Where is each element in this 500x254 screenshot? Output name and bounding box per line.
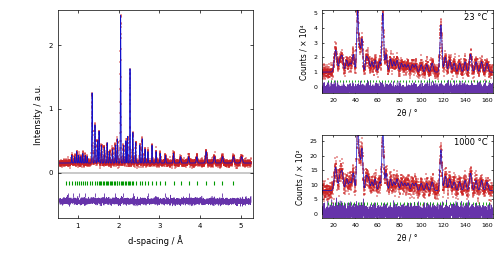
X-axis label: d-spacing / Å: d-spacing / Å [128,235,182,246]
X-axis label: 2θ / °: 2θ / ° [397,234,418,243]
Y-axis label: Counts / × 10²: Counts / × 10² [295,149,304,204]
Y-axis label: Intensity / a.u.: Intensity / a.u. [34,84,42,145]
Text: 23 °C: 23 °C [464,13,487,23]
Text: 1000 °C: 1000 °C [454,138,488,148]
X-axis label: 2θ / °: 2θ / ° [397,109,418,118]
Y-axis label: Counts / × 10⁴: Counts / × 10⁴ [299,24,308,80]
